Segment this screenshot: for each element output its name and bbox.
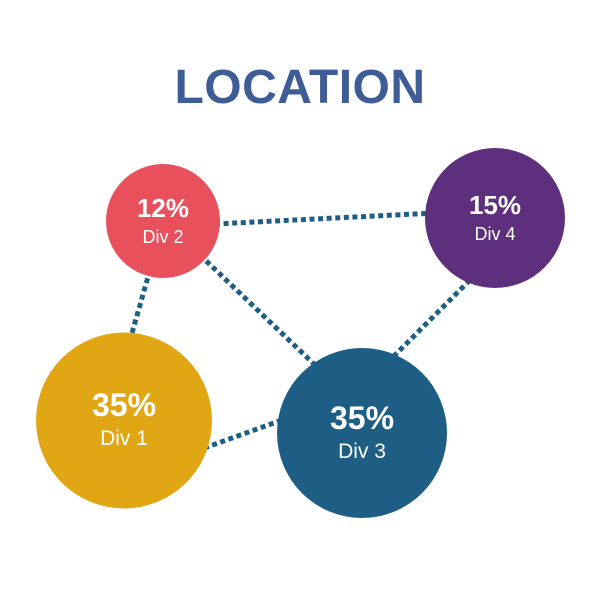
bubble-div1-label: 35% Div 1 <box>36 332 212 508</box>
bubble-div1-percent: 35% <box>91 386 157 423</box>
bubble-div4-name: Div 4 <box>474 223 516 244</box>
bubble-div3-circle <box>277 348 447 518</box>
bubble-div3-percent: 35% <box>329 399 395 436</box>
chart-title: LOCATION <box>174 61 426 114</box>
bubble-div3-name: Div 3 <box>338 439 386 463</box>
connector-div2-div4 <box>214 210 436 227</box>
bubble-div1-circle <box>36 332 212 509</box>
connector-div2-div3 <box>198 253 317 367</box>
connector-div4-div3 <box>391 278 472 359</box>
bubble-div2-label: 12% Div 2 <box>106 164 220 278</box>
bubble-div2-percent: 12% <box>136 192 190 223</box>
bubble-div4-circle <box>425 148 565 288</box>
bubble-div4-label: 15% Div 4 <box>425 148 565 288</box>
bubble-div1-name: Div 1 <box>100 426 148 450</box>
connector-div1-div3 <box>195 417 283 454</box>
bubble-div2-name: Div 2 <box>142 226 184 247</box>
bubble-div4-percent: 15% <box>468 189 522 220</box>
bubble-div2-circle <box>106 164 220 278</box>
connector-div2-div1 <box>127 269 153 341</box>
bubble-div3-label: 35% Div 3 <box>276 347 448 519</box>
